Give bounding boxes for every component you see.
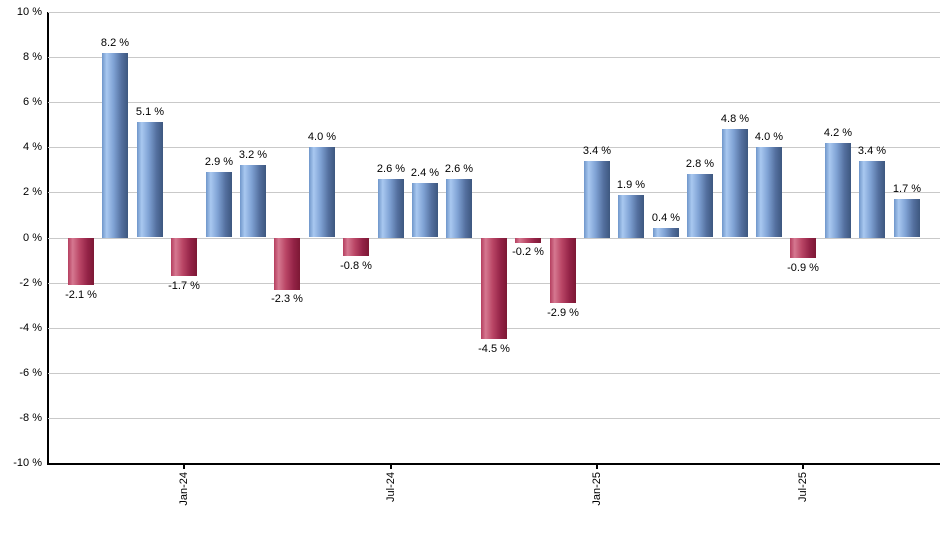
bar-value-label: 0.4 % [651, 212, 681, 224]
bar-value-label: 1.9 % [616, 179, 646, 191]
y-axis-tick-label: 0 % [23, 232, 42, 244]
gridline [48, 192, 940, 193]
bar-value-label: -0.8 % [340, 260, 372, 272]
y-axis-tick-label: -4 % [19, 322, 42, 334]
bar-value-label: -0.9 % [787, 262, 819, 274]
positive-bar [102, 53, 128, 238]
positive-bar [137, 122, 163, 237]
x-axis-tick [596, 463, 598, 469]
x-axis-tick-label: Jan-25 [591, 472, 603, 506]
bar-value-label: -2.1 % [65, 289, 97, 301]
negative-bar [274, 238, 300, 290]
positive-bar [687, 174, 713, 237]
y-axis-tick-label: 4 % [23, 141, 42, 153]
negative-bar [481, 238, 507, 339]
gridline [48, 102, 940, 103]
x-axis-tick [183, 463, 185, 469]
y-axis-tick-label: -8 % [19, 412, 42, 424]
x-axis-tick [802, 463, 804, 469]
gridline [48, 12, 940, 13]
negative-bar [790, 238, 816, 258]
bar-value-label: 2.9 % [204, 156, 234, 168]
gridline [48, 147, 940, 148]
y-axis-tick-label: -10 % [13, 457, 42, 469]
positive-bar [756, 147, 782, 237]
bar-value-label: 3.4 % [582, 145, 612, 157]
bar-value-label: 2.4 % [410, 167, 440, 179]
positive-bar [584, 161, 610, 238]
bar-value-label: 4.8 % [720, 113, 750, 125]
y-axis-tick-label: 2 % [23, 186, 42, 198]
bar-value-label: 4.0 % [307, 131, 337, 143]
bar-value-label: -1.7 % [168, 280, 200, 292]
bar-value-label: 3.4 % [857, 145, 887, 157]
y-axis-tick-label: 8 % [23, 51, 42, 63]
positive-bar [825, 143, 851, 238]
bar-value-label: 1.7 % [892, 183, 922, 195]
x-axis-tick-label: Jan-24 [178, 472, 190, 506]
x-axis-tick [390, 463, 392, 469]
bar-value-label: -2.9 % [547, 307, 579, 319]
gridline [48, 57, 940, 58]
y-axis-tick-label: -2 % [19, 277, 42, 289]
positive-bar [894, 199, 920, 237]
positive-bar [240, 165, 266, 237]
bar-value-label: 8.2 % [100, 37, 130, 49]
negative-bar [515, 238, 541, 243]
positive-bar [378, 179, 404, 238]
bar-value-label: 2.8 % [685, 158, 715, 170]
bar-value-label: -4.5 % [478, 343, 510, 355]
bar-value-label: 2.6 % [444, 163, 474, 175]
y-axis-tick-label: -6 % [19, 367, 42, 379]
positive-bar [412, 183, 438, 237]
bar-value-label: -0.2 % [512, 246, 544, 258]
negative-bar [171, 238, 197, 276]
bar-value-label: 5.1 % [135, 106, 165, 118]
bar-value-label: -2.3 % [271, 293, 303, 305]
positive-bar [859, 161, 885, 238]
bar-value-label: 3.2 % [238, 149, 268, 161]
y-axis-tick-label: 6 % [23, 96, 42, 108]
x-axis-tick-label: Jul-24 [385, 472, 397, 502]
gridline [48, 418, 940, 419]
positive-bar [653, 228, 679, 237]
positive-bar [618, 195, 644, 238]
positive-bar [722, 129, 748, 237]
positive-bar [206, 172, 232, 237]
bar-value-label: 4.2 % [823, 127, 853, 139]
negative-bar [550, 238, 576, 303]
y-axis-line [47, 12, 49, 465]
negative-bar [343, 238, 369, 256]
x-axis-line [47, 463, 940, 465]
x-axis-tick-label: Jul-25 [797, 472, 809, 502]
negative-bar [68, 238, 94, 285]
bar-value-label: 2.6 % [376, 163, 406, 175]
positive-bar [446, 179, 472, 238]
positive-bar [309, 147, 335, 237]
gridline [48, 373, 940, 374]
y-axis-tick-label: 10 % [16, 6, 42, 18]
bar-value-label: 4.0 % [754, 131, 784, 143]
